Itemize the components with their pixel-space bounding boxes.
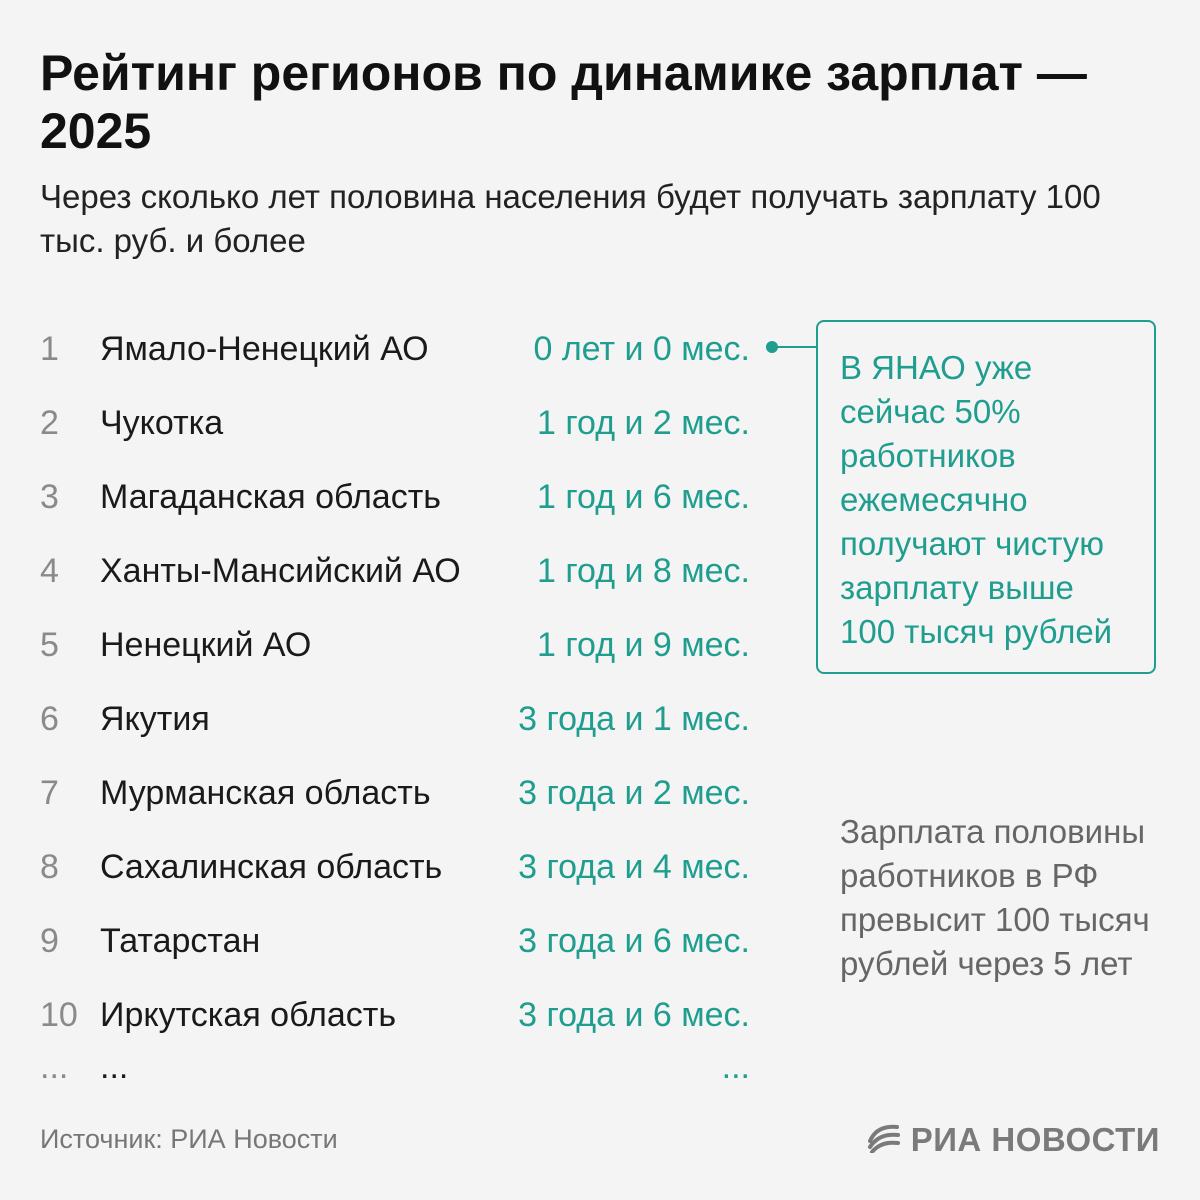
rank-number: 6 — [40, 700, 59, 738]
callout-box: В ЯНАО уже сейчас 50% работников ежемеся… — [816, 320, 1156, 674]
region-name: Иркутская область — [100, 996, 397, 1034]
time-value: 3 года и 4 мес. — [518, 848, 750, 886]
ranking-row: 9 Татарстан 3 года и 6 мес. — [0, 904, 800, 978]
rank-number: 10 — [40, 996, 78, 1034]
time-value: 0 лет и 0 мес. — [533, 330, 750, 368]
time-value: ... — [721, 1048, 750, 1086]
time-value: 1 год и 6 мес. — [537, 478, 750, 516]
ranking-row: 3 Магаданская область 1 год и 6 мес. — [0, 460, 800, 534]
region-name: Ямало-Ненецкий АО — [100, 330, 429, 368]
source-label: Источник: РИА Новости — [40, 1124, 338, 1154]
rank-number: 3 — [40, 478, 59, 516]
ranking-row: 10 Иркутская область 3 года и 6 мес. — [0, 978, 800, 1052]
rank-number: 8 — [40, 848, 59, 886]
ranking-row: 5 Ненецкий АО 1 год и 9 мес. — [0, 608, 800, 682]
time-value: 1 год и 8 мес. — [537, 552, 750, 590]
callout-connector-dot — [766, 341, 778, 353]
summary-note: Зарплата половины работников в РФ превыс… — [840, 813, 1150, 982]
time-value: 3 года и 6 мес. — [518, 922, 750, 960]
callout-connector-line — [768, 346, 820, 348]
region-name: Сахалинская область — [100, 848, 443, 886]
ria-novosti-logo-icon — [867, 1123, 901, 1158]
logo-text: РИА НОВОСТИ — [910, 1121, 1160, 1158]
region-name: Татарстан — [100, 922, 261, 960]
rank-number: 1 — [40, 330, 59, 368]
time-value: 3 года и 6 мес. — [518, 996, 750, 1034]
ranking-row: 7 Мурманская область 3 года и 2 мес. — [0, 756, 800, 830]
ranking-row: 2 Чукотка 1 год и 2 мес. — [0, 386, 800, 460]
rank-number: 2 — [40, 404, 59, 442]
rank-number: 4 — [40, 552, 59, 590]
page-subtitle: Через сколько лет половина населения буд… — [40, 178, 1101, 259]
page-title: Рейтинг регионов по динамике зарплат — 2… — [40, 45, 1087, 159]
rank-number: ... — [40, 1048, 69, 1086]
region-name: Ханты-Мансийский АО — [100, 552, 461, 590]
region-name: Мурманская область — [100, 774, 431, 812]
ranking-row: 4 Ханты-Мансийский АО 1 год и 8 мес. — [0, 534, 800, 608]
region-name: Якутия — [100, 700, 210, 738]
region-name: Чукотка — [100, 404, 224, 442]
region-name: ... — [100, 1048, 129, 1086]
ria-novosti-logo: РИА НОВОСТИ — [867, 1118, 1160, 1162]
rank-number: 9 — [40, 922, 59, 960]
region-name: Ненецкий АО — [100, 626, 312, 664]
region-name: Магаданская область — [100, 478, 441, 516]
ranking-row: 6 Якутия 3 года и 1 мес. — [0, 682, 800, 756]
rank-number: 7 — [40, 774, 59, 812]
rank-number: 5 — [40, 626, 59, 664]
time-value: 3 года и 2 мес. — [518, 774, 750, 812]
ranking-row-ellipsis: ... ... ... — [0, 1030, 800, 1104]
time-value: 3 года и 1 мес. — [518, 700, 750, 738]
time-value: 1 год и 9 мес. — [537, 626, 750, 664]
time-value: 1 год и 2 мес. — [537, 404, 750, 442]
ranking-row: 8 Сахалинская область 3 года и 4 мес. — [0, 830, 800, 904]
ranking-row: 1 Ямало-Ненецкий АО 0 лет и 0 мес. — [0, 312, 800, 386]
